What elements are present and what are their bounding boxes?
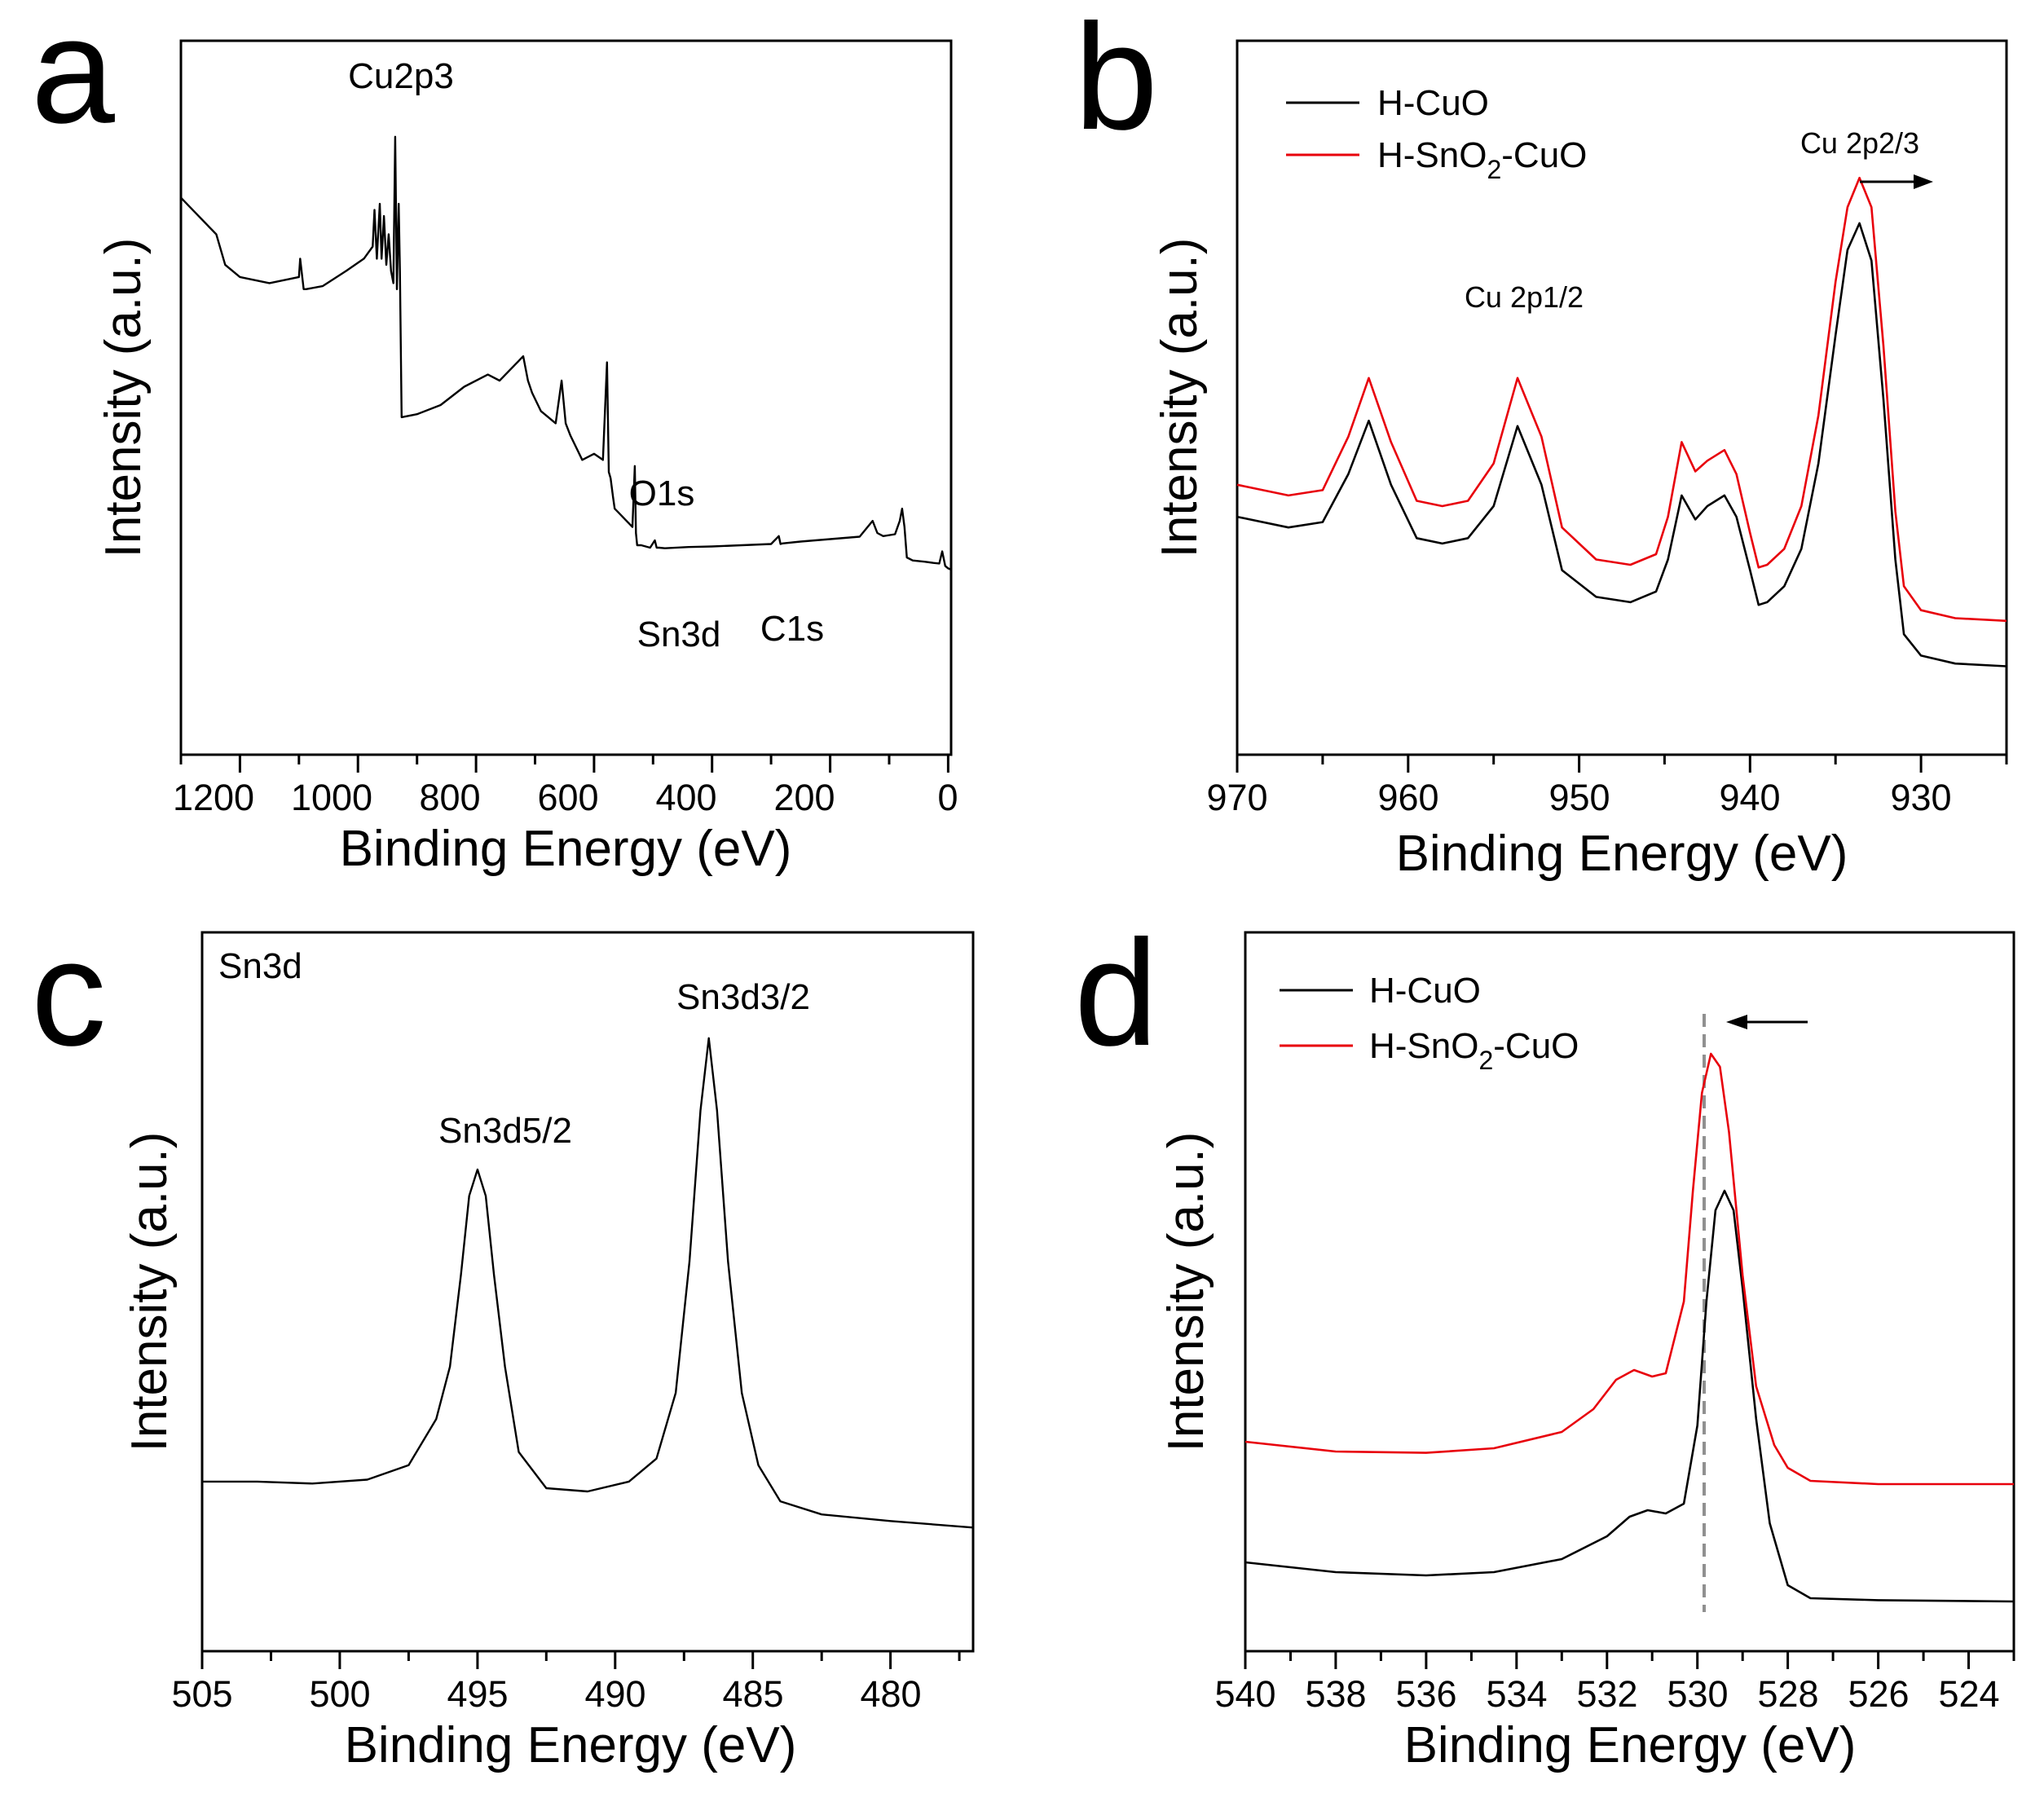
panel-a-annotation-o1s: O1s [629, 474, 695, 513]
panel-b-letter: b [1074, 0, 1158, 161]
panel-d-legend-label-h-sno2-cuo: H-SnO2-CuO [1369, 1026, 1579, 1075]
panel-b-shift-arrow-head [1914, 174, 1933, 189]
panel-d-xtick-label: 540 [1214, 1673, 1275, 1715]
panel-c-y-axis-title: Intensity (a.u.) [121, 1132, 178, 1452]
panel-a-xtick-label: 400 [655, 777, 716, 818]
panel-b: b 970 960 950 940 930 Binding Energy (eV… [1074, 0, 2008, 882]
panel-d-letter: d [1074, 910, 1158, 1077]
panel-c-x-axis-ticks [200, 1651, 961, 1669]
panel-a-xtick-label: 1200 [173, 777, 254, 818]
panel-d-xtick-label: 530 [1667, 1673, 1728, 1715]
panel-d-xtick-label: 536 [1395, 1673, 1456, 1715]
panel-a-letter: a [31, 0, 115, 155]
panel-c-x-axis-title: Binding Energy (eV) [345, 1717, 797, 1773]
panel-c-xtick-label: 480 [860, 1673, 921, 1715]
panel-a-x-axis-title: Binding Energy (eV) [340, 821, 792, 877]
panel-c-sn3d-line [202, 1037, 974, 1529]
panel-b-xtick-label: 940 [1719, 777, 1780, 818]
panel-d-plot-frame [1244, 931, 2015, 1653]
panel-a-xtick-label: 200 [773, 777, 835, 818]
panel-c-xtick-label: 490 [584, 1673, 645, 1715]
panel-b-legend-label-h-sno2-cuo: H-SnO2-CuO [1377, 135, 1587, 184]
panel-d-xtick-label: 524 [1938, 1673, 1999, 1715]
panel-b-annotation-cu-2p2-3: Cu 2p2/3 [1800, 126, 1919, 160]
panel-b-h-cuo-line [1236, 222, 2007, 667]
panel-c-annotation-sn3d: Sn3d [218, 946, 302, 986]
panel-a-survey-line [180, 135, 952, 571]
panel-b-xtick-label: 930 [1890, 777, 1951, 818]
panel-d-x-axis-ticks [1244, 1651, 2015, 1669]
panel-d-h-sno2-cuo-line [1244, 1052, 2014, 1486]
panel-d-shift-arrow-head [1726, 1015, 1747, 1029]
panel-a-xtick-label: 1000 [291, 777, 372, 818]
panel-c: c 505 500 495 490 485 480 Binding Energy… [31, 910, 975, 1773]
panel-d-xtick-label: 538 [1305, 1673, 1366, 1715]
panel-d-x-axis-title: Binding Energy (eV) [1404, 1717, 1857, 1773]
panel-d-xtick-label: 528 [1757, 1673, 1818, 1715]
panel-d-xtick-label: 526 [1848, 1673, 1909, 1715]
panel-d: d 540 538 536 534 532 530 528 526 524 Bi… [1074, 910, 2015, 1773]
panel-b-annotation-cu-2p1-2: Cu 2p1/2 [1465, 280, 1584, 314]
panel-a-annotation-sn3d: Sn3d [637, 615, 721, 654]
panel-b-y-axis-title: Intensity (a.u.) [1152, 238, 1208, 558]
panel-c-xtick-label: 485 [722, 1673, 783, 1715]
panel-a-annotation-cu2p3: Cu2p3 [348, 56, 454, 96]
panel-c-plot-frame [200, 931, 975, 1653]
panel-a: a 1200 1000 800 600 400 200 0 Binding En… [31, 0, 958, 877]
panel-a-y-axis-title: Intensity (a.u.) [95, 238, 152, 558]
panel-a-xtick-label: 800 [419, 777, 480, 818]
panel-a-plot-frame [179, 39, 953, 756]
panel-b-x-axis-title: Binding Energy (eV) [1396, 826, 1848, 882]
panel-d-xtick-label: 534 [1486, 1673, 1547, 1715]
panel-c-annotation-sn3d5-2: Sn3d5/2 [438, 1111, 572, 1151]
panel-b-xtick-label: 960 [1377, 777, 1438, 818]
panel-c-xtick-label: 495 [447, 1673, 508, 1715]
panel-c-xtick-label: 505 [171, 1673, 232, 1715]
panel-c-xtick-label: 500 [309, 1673, 370, 1715]
panel-b-xtick-label: 950 [1548, 777, 1610, 818]
panel-b-h-sno2-cuo-line [1236, 176, 2007, 623]
panel-a-x-axis-ticks [179, 755, 949, 773]
panel-a-xtick-label: 600 [537, 777, 598, 818]
panel-d-legend-label-h-cuo: H-CuO [1369, 971, 1481, 1011]
panel-c-letter: c [31, 910, 107, 1077]
panel-b-x-axis-ticks [1236, 755, 2008, 773]
panel-d-y-axis-title: Intensity (a.u.) [1158, 1132, 1214, 1452]
panel-b-legend-label-h-cuo: H-CuO [1377, 83, 1489, 123]
panel-d-h-cuo-line [1244, 1189, 2015, 1603]
panel-c-annotation-sn3d3-2: Sn3d3/2 [676, 977, 810, 1017]
panel-b-plot-frame [1236, 39, 2008, 756]
panel-a-annotation-c1s: C1s [760, 609, 824, 649]
panel-b-xtick-label: 970 [1206, 777, 1267, 818]
panel-d-xtick-label: 532 [1576, 1673, 1637, 1715]
panel-a-xtick-label: 0 [937, 777, 958, 818]
